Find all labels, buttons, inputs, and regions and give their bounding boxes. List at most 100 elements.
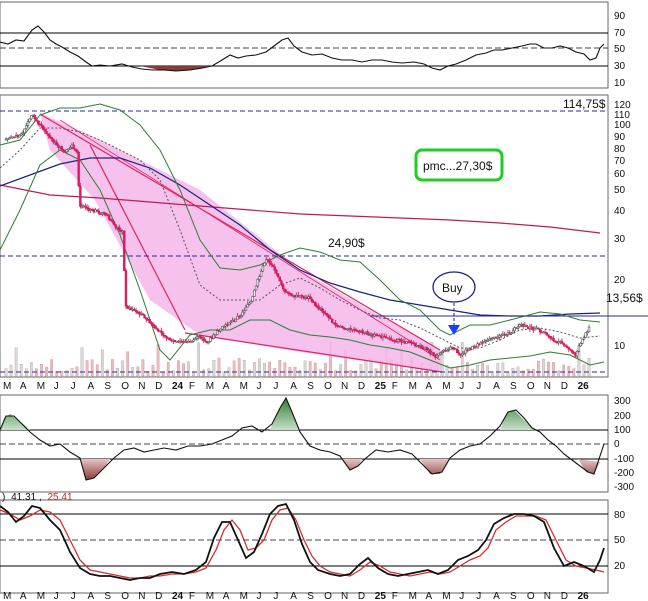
bollinger-lower-line [0,149,605,369]
candle-body-15 [30,115,33,120]
mid-price-label: 24,90$ [328,236,365,250]
candle-body-230 [393,339,396,342]
month-label-23: F [392,381,398,392]
candle-body-316 [538,328,542,333]
candle-body-88 [153,325,156,328]
price-tick-20: 20 [614,275,626,286]
month-label-9: D [155,381,162,392]
rsi-tick-90: 90 [614,11,626,22]
ma-200-line [0,184,601,234]
month-label-bottom-6: S [104,591,111,601]
month-label-10: 24 [172,381,184,392]
cci-tick-minus100: -100 [614,454,634,465]
candle-body-41 [74,148,77,151]
month-label-16: J [273,381,278,392]
candle-body-132 [227,322,231,326]
candle-body-42 [75,150,79,153]
candle-body-301 [513,327,516,332]
candle-body-136 [234,318,238,322]
cci-tick-100: 100 [614,425,631,436]
candle-body-61 [107,214,111,220]
price-tick-60: 60 [614,169,626,180]
month-label-3: J [54,381,59,392]
month-label-15: J [257,381,262,392]
candle-body-94 [163,334,167,337]
target-callout-box [414,148,504,182]
candle-body-83 [145,317,148,320]
candle-body-110 [190,340,194,343]
candle-body-150 [258,276,261,280]
volume-bar-270 [460,342,464,377]
candle-body-25 [47,133,50,136]
candle-body-113 [195,336,199,339]
price-tick-80: 80 [614,144,626,155]
bollinger-upper-line [0,103,601,336]
volume-bar-291 [496,363,500,377]
month-label-26: M [442,381,450,392]
volume-bar-105 [182,363,185,377]
volume-bar-3 [9,364,13,377]
candle-body-160 [275,269,278,274]
candle-body-320 [545,332,549,335]
candle-body-9 [20,133,23,136]
candle-body-86 [150,322,153,325]
candle-body-276 [471,345,474,350]
candle-body-146 [251,296,254,302]
month-label-6: S [104,381,111,392]
candle-body-65 [114,224,118,229]
month-label-bottom-19: O [324,591,332,601]
candle-body-304 [518,324,521,328]
volume-bar-30 [55,371,59,377]
candle-body-257 [439,352,442,355]
candle-body-125 [216,330,219,335]
volume-bar-72 [126,351,130,377]
candle-body-43 [77,151,80,187]
volume-bar-162 [278,360,282,377]
candle-body-251 [428,349,432,354]
candle-body-188 [322,310,325,314]
month-label-30: S [510,381,517,392]
candle-body-157 [270,262,273,266]
candle-body-272 [464,349,467,354]
candle-body-200 [342,327,346,329]
candle-body-180 [308,296,312,300]
month-label-bottom-4: J [71,591,76,601]
month-label-29: A [493,381,500,392]
candle-body-10 [21,132,25,135]
candle-body-234 [400,339,403,343]
month-label-bottom-3: J [54,591,59,601]
volume-bar-189 [324,363,327,377]
candle-body-333 [567,347,570,350]
month-label-bottom-16: J [273,591,278,601]
volume-bar-6 [14,347,18,377]
candle-body-249 [425,346,429,350]
candle-body-62 [109,218,112,222]
rsi-oversold-fill [140,66,212,71]
month-label-bottom-0: M [3,591,11,601]
volume-bar-90 [156,344,160,377]
month-label-bottom-11: F [189,591,195,601]
candle-body-334 [569,348,572,351]
candle-body-139 [239,315,243,317]
price-tick-120: 120 [614,100,631,111]
stoch-ticks: 80 50 20 [614,510,626,572]
candle-body-265 [452,347,456,350]
candle-body-120 [207,341,210,344]
month-label-14: M [240,381,248,392]
volume-bar-21 [40,364,43,377]
candle-body-299 [510,332,513,335]
candle-body-267 [456,348,459,354]
candle-body-339 [577,345,581,352]
candle-body-256 [437,353,440,356]
volume-bar-87 [151,364,155,377]
month-label-bottom-14: M [240,591,248,601]
candle-body-149 [256,278,260,287]
month-label-34: 26 [578,381,590,392]
volume-bar-81 [141,359,145,377]
stoch-d-value: 25.41 [48,492,73,503]
candle-body-225 [385,336,388,339]
current-price-label: 13,56$ [606,291,643,305]
month-label-bottom-22: 25 [375,591,387,601]
month-label-25: A [426,381,433,392]
